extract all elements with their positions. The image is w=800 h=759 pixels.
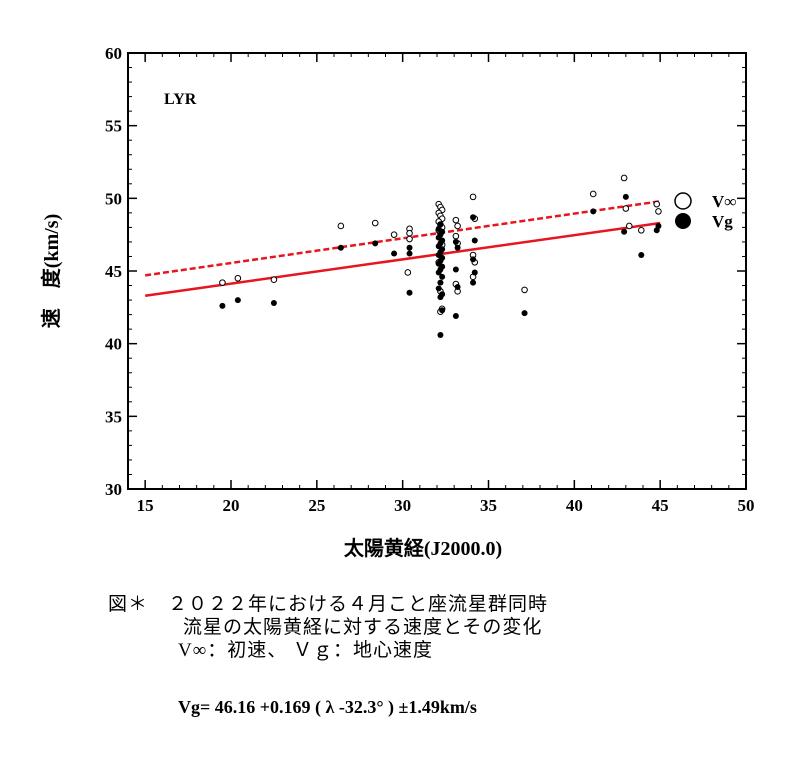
vinf-point xyxy=(404,269,412,276)
caption-line-1: 図＊ ２０２２年における４月こと座流星群同時 xyxy=(108,594,549,615)
vinf-point xyxy=(390,231,398,238)
vinf-point xyxy=(270,276,278,284)
vinf-point xyxy=(219,279,226,286)
vg-point xyxy=(521,310,528,317)
y-tick-label: 50 xyxy=(105,189,122,208)
vg-point xyxy=(590,208,597,215)
x-tick-label: 40 xyxy=(566,496,583,515)
legend-vinf-label: V∞ xyxy=(712,192,736,211)
vg-point xyxy=(437,279,444,286)
vg-point xyxy=(391,250,398,257)
vinf-point xyxy=(589,190,597,198)
vg-point xyxy=(372,240,379,247)
vinf-point xyxy=(337,222,345,230)
vg-point xyxy=(452,266,459,273)
caption-line-3: V∞：初速、 Ｖｇ：地心速度 xyxy=(178,640,434,661)
vinf-point xyxy=(625,222,633,230)
caption-line-2: 流星の太陽黄経に対する速度とその変化 xyxy=(183,617,543,638)
vinf-point xyxy=(622,205,630,212)
fit-line xyxy=(144,221,661,297)
vg-point xyxy=(437,331,444,338)
vg-point xyxy=(452,313,459,320)
vinf-point xyxy=(452,216,460,224)
y-tick-label: 55 xyxy=(105,117,122,136)
y-tick-label: 45 xyxy=(105,262,122,281)
vinf-point xyxy=(406,229,413,237)
legend-vg-label: Vg xyxy=(712,212,733,231)
vg-point xyxy=(622,193,629,200)
x-tick-label: 45 xyxy=(652,496,669,515)
vinf-point xyxy=(620,174,628,182)
vg-point xyxy=(270,299,277,306)
axis-ticks: 15 20 25 30 35 40 45 50 30 35 40 45 50 55 60 xyxy=(105,44,755,515)
vinf-point xyxy=(406,235,413,243)
vg-point xyxy=(470,256,477,263)
vinf-point xyxy=(653,200,661,208)
vg-point xyxy=(470,279,477,286)
y-axis-label: 速 度(km/s) xyxy=(39,214,63,328)
vg-point xyxy=(452,238,459,245)
vg-point xyxy=(621,228,628,235)
vg-point xyxy=(406,250,413,257)
vinf-point xyxy=(521,286,528,294)
vg-point xyxy=(471,237,478,244)
data-points xyxy=(219,174,662,338)
legend-vg-marker xyxy=(675,213,691,229)
vg-point xyxy=(471,269,478,276)
x-tick-label: 30 xyxy=(394,496,411,515)
vg-point xyxy=(470,214,477,221)
vg-point xyxy=(454,283,461,290)
x-axis-label: 太陽黄経(J2000.0) xyxy=(344,536,502,560)
figure-caption: 図＊ ２０２２年における４月こと座流星群同時 流星の太陽黄経に対する速度とその変… xyxy=(0,593,800,662)
vinf-point xyxy=(371,219,379,227)
legend-vinf-marker xyxy=(674,192,692,210)
station-label: LYR xyxy=(164,91,197,108)
scatter-chart: 15 20 25 30 35 40 45 50 30 35 40 45 50 55 60 LYR V∞ Vg… xyxy=(39,44,755,560)
fit-line xyxy=(144,200,661,277)
vg-point xyxy=(435,269,442,276)
fit-lines xyxy=(144,200,661,297)
x-tick-label: 35 xyxy=(480,496,497,515)
vinf-point xyxy=(452,232,460,240)
x-tick-label: 25 xyxy=(308,496,325,515)
vg-point xyxy=(219,302,226,309)
y-tick-label: 35 xyxy=(105,407,122,426)
x-tick-label: 50 xyxy=(738,496,755,515)
vg-point xyxy=(435,285,442,292)
vg-point xyxy=(638,252,645,259)
vinf-point xyxy=(469,193,477,201)
vg-point xyxy=(337,244,344,251)
vg-point xyxy=(406,289,413,296)
x-tick-label: 20 xyxy=(223,496,240,515)
vinf-point xyxy=(234,274,242,282)
vg-point xyxy=(439,307,446,314)
regression-formula: Vg= 46.16 +0.169 ( λ -32.3° ) ±1.49km/s xyxy=(178,697,477,717)
y-tick-label: 40 xyxy=(105,335,122,354)
vg-point xyxy=(439,273,446,280)
legend: V∞ Vg xyxy=(674,192,736,231)
vg-point xyxy=(655,222,662,229)
vinf-point xyxy=(655,208,662,215)
vg-point xyxy=(234,297,241,304)
vg-point xyxy=(454,244,461,251)
x-tick-label: 15 xyxy=(137,496,154,515)
vinf-point xyxy=(637,227,645,234)
y-tick-label: 30 xyxy=(105,480,122,499)
vg-point xyxy=(406,244,413,251)
vg-point xyxy=(437,294,444,301)
vinf-point xyxy=(454,222,461,230)
y-tick-label: 60 xyxy=(105,44,122,63)
